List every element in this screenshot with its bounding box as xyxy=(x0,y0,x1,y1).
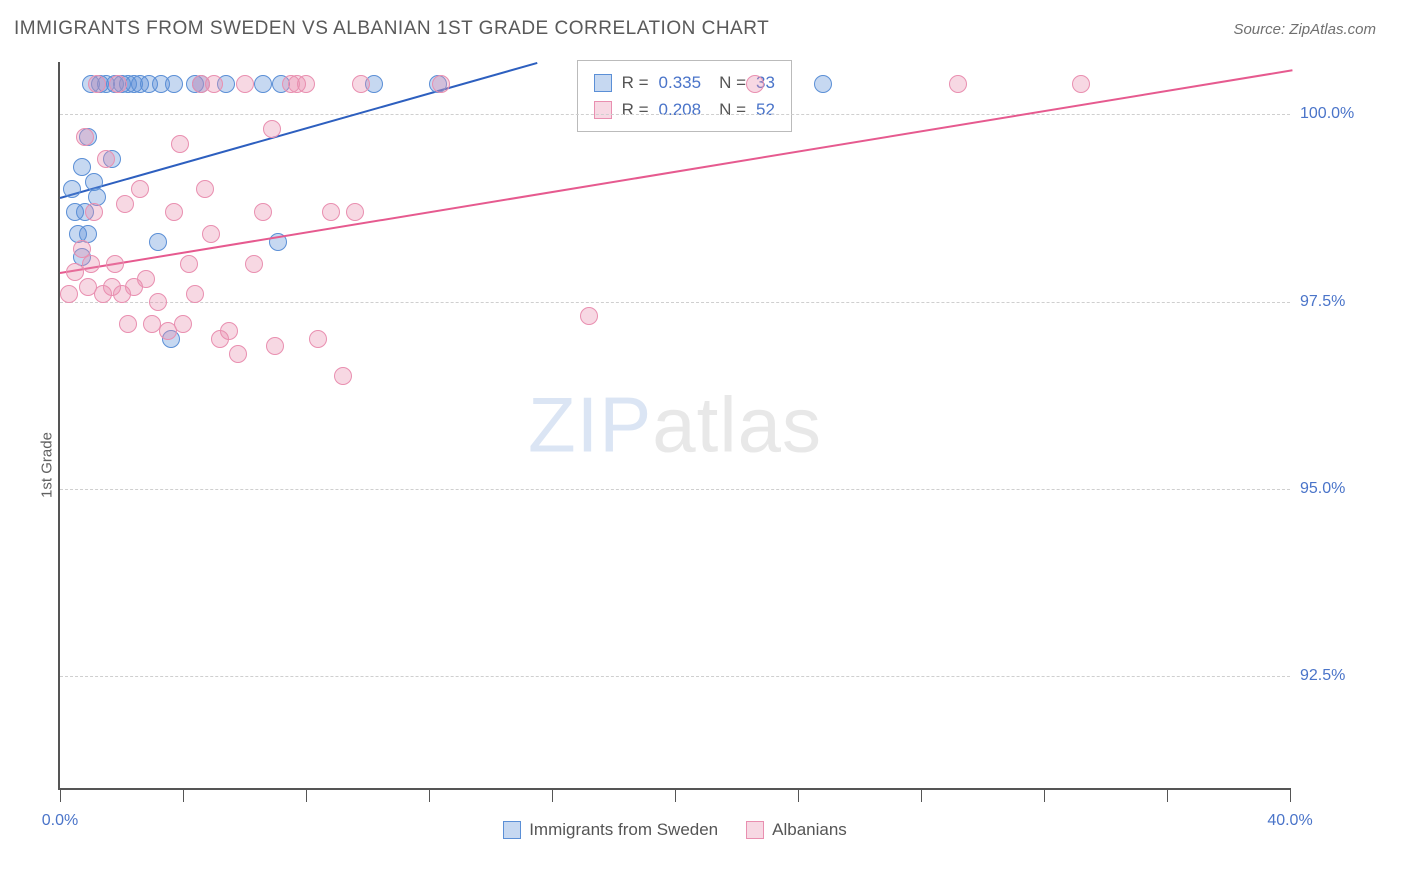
scatter-point xyxy=(60,285,78,303)
scatter-point xyxy=(245,255,263,273)
scatter-point xyxy=(131,180,149,198)
xtick xyxy=(60,788,61,802)
xtick xyxy=(798,788,799,802)
scatter-point xyxy=(82,255,100,273)
scatter-point xyxy=(229,345,247,363)
bottom-legend-label: Albanians xyxy=(772,820,847,840)
scatter-point xyxy=(165,203,183,221)
legend-r-label: R = xyxy=(622,69,649,96)
scatter-point xyxy=(109,75,127,93)
xtick xyxy=(1290,788,1291,802)
ytick-label: 95.0% xyxy=(1300,480,1380,498)
scatter-point xyxy=(186,285,204,303)
stats-legend-box: R =0.335N =33R =0.208N =52 xyxy=(577,60,792,132)
gridline xyxy=(60,489,1290,490)
scatter-point xyxy=(85,203,103,221)
scatter-point xyxy=(88,75,106,93)
scatter-point xyxy=(205,75,223,93)
xtick xyxy=(183,788,184,802)
watermark-part1: ZIP xyxy=(528,381,652,469)
legend-swatch xyxy=(503,821,521,839)
scatter-point xyxy=(263,120,281,138)
scatter-point xyxy=(266,337,284,355)
legend-swatch xyxy=(746,821,764,839)
scatter-point xyxy=(73,158,91,176)
scatter-point xyxy=(254,75,272,93)
ytick-label: 92.5% xyxy=(1300,667,1380,685)
source-label: Source: ZipAtlas.com xyxy=(1233,21,1376,38)
scatter-point xyxy=(432,75,450,93)
scatter-point xyxy=(196,180,214,198)
scatter-point xyxy=(322,203,340,221)
ytick-label: 100.0% xyxy=(1300,105,1380,123)
xtick xyxy=(306,788,307,802)
chart-container: 1st Grade ZIPatlas R =0.335N =33R =0.208… xyxy=(14,54,1392,876)
scatter-point xyxy=(63,180,81,198)
scatter-point xyxy=(116,195,134,213)
scatter-point xyxy=(180,255,198,273)
watermark-part2: atlas xyxy=(652,381,822,469)
scatter-point xyxy=(949,75,967,93)
legend-n-label: N = xyxy=(719,96,746,123)
scatter-point xyxy=(97,150,115,168)
scatter-point xyxy=(149,293,167,311)
scatter-point xyxy=(165,75,183,93)
bottom-legend-label: Immigrants from Sweden xyxy=(529,820,718,840)
xtick xyxy=(552,788,553,802)
scatter-point xyxy=(346,203,364,221)
scatter-point xyxy=(171,135,189,153)
bottom-legend-item: Albanians xyxy=(746,820,847,840)
scatter-point xyxy=(1072,75,1090,93)
scatter-point xyxy=(297,75,315,93)
gridline xyxy=(60,676,1290,677)
chart-header: IMMIGRANTS FROM SWEDEN VS ALBANIAN 1ST G… xyxy=(0,0,1406,50)
scatter-point xyxy=(814,75,832,93)
scatter-point xyxy=(149,233,167,251)
scatter-point xyxy=(202,225,220,243)
scatter-point xyxy=(580,307,598,325)
legend-n-label: N = xyxy=(719,69,746,96)
scatter-point xyxy=(309,330,327,348)
gridline xyxy=(60,302,1290,303)
scatter-point xyxy=(236,75,254,93)
ytick-label: 97.5% xyxy=(1300,293,1380,311)
scatter-point xyxy=(352,75,370,93)
y-axis-label: 1st Grade xyxy=(38,432,55,498)
watermark: ZIPatlas xyxy=(528,380,822,471)
xtick xyxy=(1167,788,1168,802)
legend-swatch xyxy=(594,74,612,92)
scatter-point xyxy=(254,203,272,221)
xtick xyxy=(429,788,430,802)
legend-n-value: 52 xyxy=(756,96,775,123)
xtick xyxy=(1044,788,1045,802)
scatter-point xyxy=(106,255,124,273)
chart-title: IMMIGRANTS FROM SWEDEN VS ALBANIAN 1ST G… xyxy=(14,18,769,40)
bottom-legend-item: Immigrants from Sweden xyxy=(503,820,718,840)
legend-r-value: 0.208 xyxy=(659,96,702,123)
scatter-point xyxy=(334,367,352,385)
legend-swatch xyxy=(594,101,612,119)
scatter-point xyxy=(220,322,238,340)
legend-row: R = 0.208 N = 52 xyxy=(594,96,775,123)
xtick xyxy=(675,788,676,802)
plot-area: ZIPatlas R =0.335N =33R =0.208N =52 Immi… xyxy=(58,62,1290,790)
legend-r-label: R = xyxy=(622,96,649,123)
legend-r-value: 0.335 xyxy=(659,69,702,96)
scatter-point xyxy=(76,128,94,146)
scatter-point xyxy=(746,75,764,93)
xtick xyxy=(921,788,922,802)
scatter-point xyxy=(174,315,192,333)
xtick-label: 40.0% xyxy=(1267,812,1312,830)
gridline xyxy=(60,114,1290,115)
scatter-point xyxy=(137,270,155,288)
xtick-label: 0.0% xyxy=(42,812,78,830)
scatter-point xyxy=(119,315,137,333)
bottom-legend: Immigrants from Sweden Albanians xyxy=(60,820,1290,840)
